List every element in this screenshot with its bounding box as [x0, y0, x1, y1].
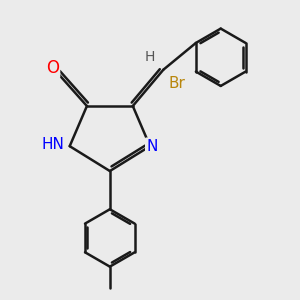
- Text: O: O: [46, 59, 59, 77]
- Text: H: H: [145, 50, 155, 64]
- Text: HN: HN: [41, 137, 64, 152]
- Text: Br: Br: [168, 76, 185, 91]
- Text: N: N: [146, 139, 158, 154]
